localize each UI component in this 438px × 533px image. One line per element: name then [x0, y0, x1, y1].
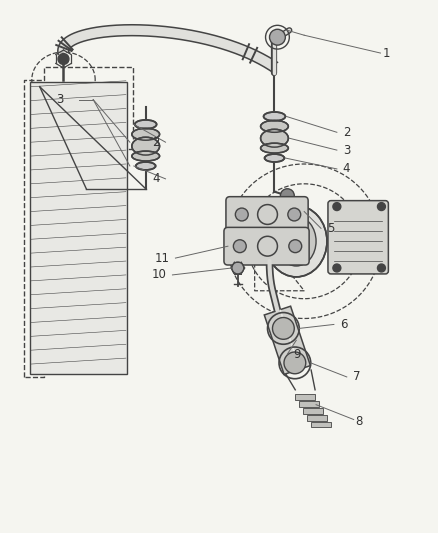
FancyBboxPatch shape — [295, 394, 315, 400]
Ellipse shape — [132, 137, 159, 155]
Text: 1: 1 — [382, 46, 390, 60]
Circle shape — [289, 240, 302, 253]
Ellipse shape — [132, 151, 159, 161]
Ellipse shape — [265, 206, 327, 277]
Text: 7: 7 — [353, 370, 360, 383]
Ellipse shape — [265, 154, 284, 162]
Text: 3: 3 — [56, 93, 64, 106]
FancyBboxPatch shape — [299, 401, 319, 407]
Text: 6: 6 — [340, 318, 347, 331]
Circle shape — [284, 352, 306, 374]
FancyBboxPatch shape — [307, 415, 327, 421]
Text: 2: 2 — [343, 126, 350, 139]
Circle shape — [333, 203, 341, 211]
Circle shape — [58, 53, 69, 64]
Ellipse shape — [132, 128, 159, 140]
Text: 11: 11 — [155, 252, 170, 264]
Circle shape — [333, 264, 341, 272]
Text: 5: 5 — [327, 222, 334, 235]
Circle shape — [235, 208, 248, 221]
Ellipse shape — [276, 216, 316, 266]
Ellipse shape — [264, 112, 286, 121]
Circle shape — [233, 240, 246, 253]
Circle shape — [272, 318, 294, 340]
Circle shape — [232, 262, 244, 274]
Ellipse shape — [135, 120, 157, 129]
Circle shape — [269, 29, 286, 45]
Ellipse shape — [261, 120, 288, 132]
Circle shape — [280, 189, 294, 203]
Text: 8: 8 — [356, 415, 363, 428]
Text: 3: 3 — [343, 143, 350, 157]
Circle shape — [378, 203, 385, 211]
Ellipse shape — [136, 162, 155, 170]
Circle shape — [288, 208, 301, 221]
FancyBboxPatch shape — [303, 408, 323, 414]
Polygon shape — [58, 25, 278, 71]
Text: 2: 2 — [152, 136, 159, 149]
Polygon shape — [264, 306, 311, 374]
Ellipse shape — [261, 130, 288, 147]
FancyBboxPatch shape — [311, 422, 331, 427]
Circle shape — [378, 264, 385, 272]
FancyBboxPatch shape — [226, 197, 308, 232]
FancyBboxPatch shape — [30, 82, 127, 374]
FancyBboxPatch shape — [328, 200, 389, 274]
Text: 4: 4 — [343, 163, 350, 175]
FancyBboxPatch shape — [224, 228, 309, 265]
Text: 4: 4 — [152, 172, 159, 185]
Text: 9: 9 — [293, 348, 301, 361]
Ellipse shape — [261, 143, 288, 153]
Text: 10: 10 — [152, 269, 166, 281]
